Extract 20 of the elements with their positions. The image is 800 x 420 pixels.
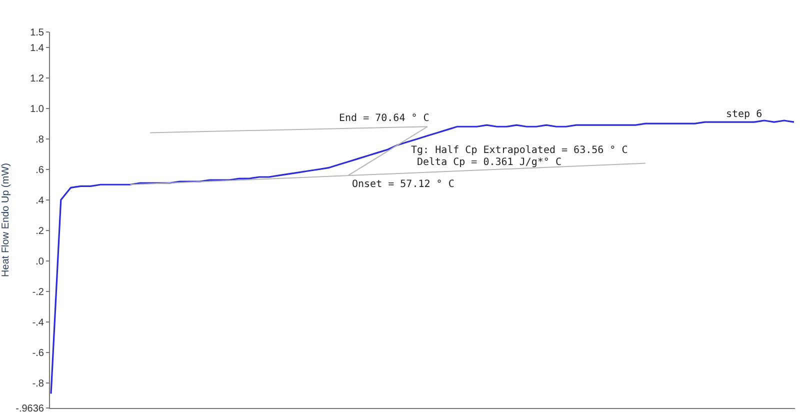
y-tick-label: -.9636 xyxy=(16,404,44,414)
y-tick-label: .0 xyxy=(36,256,44,268)
y-tick-label: 1.2 xyxy=(30,73,44,84)
annotation: Delta Cp = 0.361 J/g*° C xyxy=(417,157,562,168)
y-tick-label: -.6 xyxy=(32,348,44,360)
y-tick-label: -.2 xyxy=(32,286,44,298)
y-tick-label: 1.4 xyxy=(30,42,44,54)
y-tick-label: .6 xyxy=(36,164,44,176)
y-axis-title: Heat Flow Endo Up (mW) xyxy=(0,163,12,277)
annotation: Onset = 57.12 ° C xyxy=(352,179,454,190)
annotation: End = 70.64 ° C xyxy=(339,113,430,124)
y-tick-label: .8 xyxy=(36,134,44,146)
y-tick-label: 1.5 xyxy=(30,28,44,38)
y-tick-label: .2 xyxy=(36,226,44,237)
y-tick-label: 1.0 xyxy=(30,104,44,115)
annotation: step 6 xyxy=(726,109,762,120)
y-tick-label: -.8 xyxy=(32,378,44,390)
y-tick-label: .4 xyxy=(36,195,44,206)
annotation: Tg: Half Cp Extrapolated = 63.56 ° C xyxy=(411,145,628,156)
y-tick-label: -.4 xyxy=(32,317,44,328)
